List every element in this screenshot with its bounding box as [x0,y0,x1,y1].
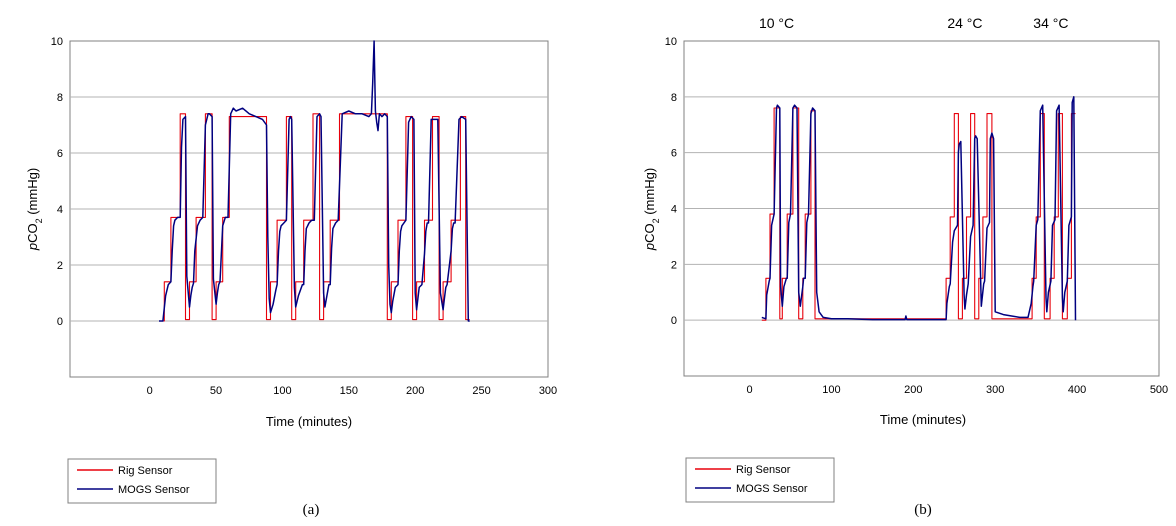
series-line-b-mogs-sensor [761,96,1077,321]
legend-label-b-mogs: MOGS Sensor [736,483,808,495]
y-axis-title-a: pCO2 (mmHg) [25,168,44,251]
legend-a: Rig Sensor MOGS Sensor [67,458,217,504]
y-tick-label-a-0: 0 [57,316,63,328]
x-tick-label-b-200: 200 [904,384,922,396]
y-tick-label-b-4: 4 [671,204,677,216]
legend-label-a-rig: Rig Sensor [118,465,173,477]
y-tick-label-a-10: 10 [51,36,63,48]
legend-label-b-rig: Rig Sensor [736,464,791,476]
y-axis-title-b-suffix: (mmHg) [642,168,657,219]
x-axis-title-b: Time (minutes) [880,412,966,427]
x-tick-label-b-300: 300 [986,384,1004,396]
y-axis-title-a-main: CO [25,223,40,243]
y-tick-label-a-8: 8 [57,92,63,104]
x-axis-title-a: Time (minutes) [266,414,352,429]
y-tick-label-a-2: 2 [57,260,63,272]
x-tick-label-b-100: 100 [822,384,840,396]
x-tick-label-b-0: 0 [746,384,752,396]
temperature-label-0: 10 °C [759,15,794,31]
legend-box-b [685,457,835,503]
caption-b: (b) [914,502,932,518]
y-axis-title-a-sub: 2 [34,218,44,223]
y-axis-title-a-prefix: p [25,243,40,251]
y-tick-label-b-6: 6 [671,148,677,160]
y-axis-title-b-main: CO [642,223,657,243]
x-tick-label-b-500: 500 [1150,384,1168,396]
x-tick-label-a-150: 150 [340,385,358,397]
y-tick-label-b-2: 2 [671,259,677,271]
temperature-label-2: 34 °C [1033,15,1068,31]
legend-label-a-mogs: MOGS Sensor [118,484,190,496]
series-b [761,96,1077,321]
temperature-label-1: 24 °C [947,15,982,31]
y-axis-title-b-prefix: p [642,243,657,251]
series-line-a-mogs-sensor [159,40,470,322]
series-line-a-rig-sensor [159,113,470,322]
x-tick-label-a-200: 200 [406,385,424,397]
y-tick-label-b-0: 0 [671,315,677,327]
x-tick-label-a-250: 250 [472,385,490,397]
caption-a: (a) [303,502,320,518]
series-a [159,40,470,322]
legend-box-a [67,458,217,504]
y-tick-label-a-6: 6 [57,148,63,160]
y-axis-title-a-suffix: (mmHg) [25,168,40,219]
x-tick-label-a-300: 300 [539,385,557,397]
x-tick-label-a-50: 50 [210,385,222,397]
y-tick-label-b-8: 8 [671,92,677,104]
y-axis-title-b-sub: 2 [651,218,661,223]
x-tick-label-a-100: 100 [273,385,291,397]
legend-b: Rig Sensor MOGS Sensor [685,457,835,503]
annotations-b: 10 °C 24 °C 34 °C [759,15,1069,31]
y-tick-label-a-4: 4 [57,204,63,216]
x-tick-label-b-400: 400 [1068,384,1086,396]
x-tick-label-a-0: 0 [147,385,153,397]
y-tick-label-b-10: 10 [665,36,677,48]
y-axis-title-b: pCO2 (mmHg) [642,168,661,251]
